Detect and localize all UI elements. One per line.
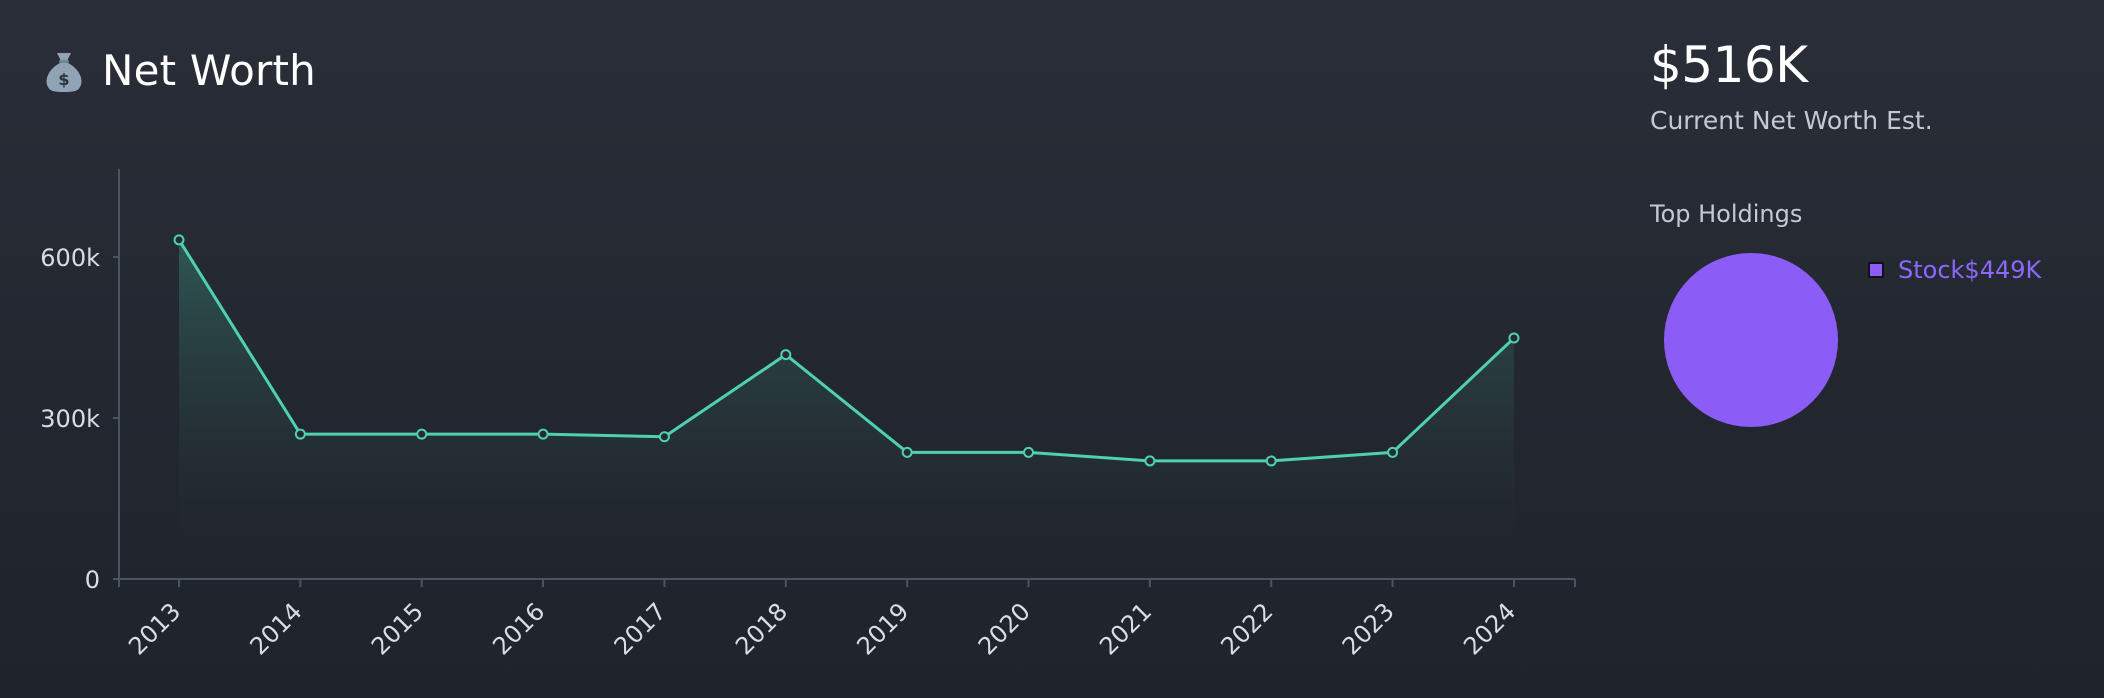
x-tick-label-2015: 2015 <box>366 597 429 660</box>
card-header: $ Net Worth <box>40 46 316 95</box>
data-point-2017[interactable] <box>658 431 670 443</box>
data-point-2019[interactable] <box>901 446 913 458</box>
x-tick-labels: 2013 2014 2015 2016 2017 2018 2019 2020 2021 2022… <box>123 597 1521 660</box>
x-tick-label-2023: 2023 <box>1337 597 1400 660</box>
series-area <box>179 239 1514 579</box>
card-title: Net Worth <box>102 46 316 95</box>
net-worth-chart: 0 300k 600k 2013 2014 2015 2016 2017 2018 2019 20… <box>40 169 1576 660</box>
line-layer <box>177 239 1515 463</box>
point-layer <box>173 234 1520 467</box>
legend-value: $449K <box>1964 256 2042 284</box>
y-tick-label: 300k <box>40 405 100 433</box>
data-point-2022[interactable] <box>1265 455 1277 467</box>
x-tick-label-2022: 2022 <box>1215 597 1278 660</box>
summary-panel: $516K Current Net Worth Est. <box>1650 40 2070 135</box>
pie-slice-stock[interactable] <box>1664 253 1838 427</box>
holdings-pie-chart <box>1664 253 1838 427</box>
legend-swatch-stock <box>1868 262 1884 278</box>
data-point-2014[interactable] <box>294 428 306 440</box>
x-tick-label-2021: 2021 <box>1094 597 1157 660</box>
x-tick-label-2016: 2016 <box>487 597 550 660</box>
legend-label: Stock <box>1898 256 1965 284</box>
data-point-2020[interactable] <box>1023 446 1035 458</box>
data-point-2018[interactable] <box>780 349 792 361</box>
x-tick-label-2024: 2024 <box>1458 597 1521 660</box>
series-line <box>177 239 1515 463</box>
money-bag-icon: $ <box>46 52 82 92</box>
y-tick-label: 0 <box>85 566 100 594</box>
data-point-2016[interactable] <box>537 428 549 440</box>
y-tick-label: 600k <box>40 244 100 272</box>
data-point-2021[interactable] <box>1144 455 1156 467</box>
axis-layer <box>113 169 1576 587</box>
data-point-2015[interactable] <box>416 428 428 440</box>
svg-text:$: $ <box>58 70 69 89</box>
x-tick-label-2020: 2020 <box>973 597 1036 660</box>
holdings-legend-item[interactable]: Stock$449K <box>1868 256 2041 284</box>
data-point-2023[interactable] <box>1387 446 1399 458</box>
y-tick-labels: 0 300k 600k <box>40 244 100 594</box>
data-point-2013[interactable] <box>173 234 185 246</box>
net-worth-value: $516K <box>1650 36 1808 94</box>
net-worth-subtitle: Current Net Worth Est. <box>1650 106 1933 135</box>
x-tick-label-2017: 2017 <box>609 597 672 660</box>
x-tick-label-2018: 2018 <box>730 597 793 660</box>
area-layer <box>179 239 1514 579</box>
top-holdings-title: Top Holdings <box>1650 200 1803 228</box>
x-tick-label-2019: 2019 <box>851 597 914 660</box>
data-point-2024[interactable] <box>1508 332 1520 344</box>
x-tick-label-2014: 2014 <box>245 597 308 660</box>
x-tick-label-2013: 2013 <box>123 597 186 660</box>
